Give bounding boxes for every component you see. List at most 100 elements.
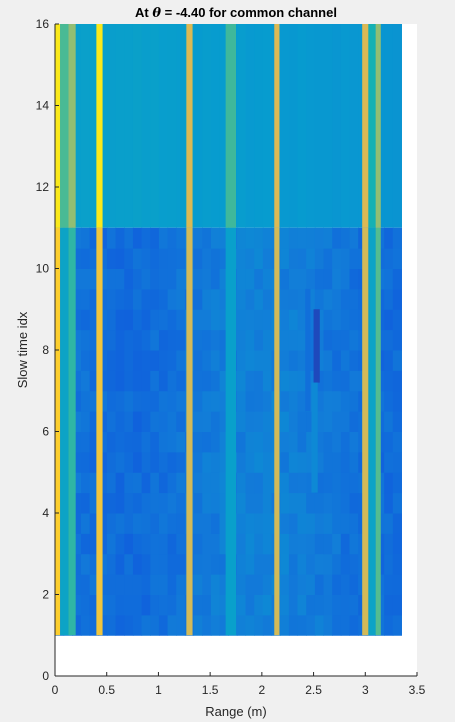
heatmap-cell-lower: [262, 492, 273, 514]
heatmap-cell-lower: [72, 370, 82, 392]
heatmap-cell-lower: [132, 614, 143, 636]
heatmap-cell-lower: [132, 553, 143, 575]
heatmap-cell-lower: [158, 248, 169, 269]
heatmap-cell-lower: [72, 309, 82, 331]
heatmap-cell-lower: [314, 472, 325, 494]
heatmap-cell-lower: [132, 533, 143, 555]
heatmap-cell-lower: [314, 451, 325, 473]
heatmap-cell-lower: [150, 288, 160, 310]
heatmap-cell-lower: [297, 390, 307, 412]
heatmap-cell-lower: [262, 553, 273, 575]
heatmap-cell-lower: [349, 350, 359, 371]
heatmap-cell-lower: [219, 248, 229, 269]
heatmap-cell-lower: [124, 268, 134, 290]
heatmap-cell-lower: [340, 513, 351, 534]
heatmap-cell-lower: [314, 492, 325, 514]
heatmap-cell-lower: [349, 248, 359, 269]
heatmap-cell-lower: [392, 329, 402, 351]
heatmap-cell-upper: [306, 24, 316, 228]
heatmap-cell-lower: [340, 594, 351, 616]
heatmap-cell-lower: [80, 451, 91, 473]
heatmap-cell-lower: [245, 309, 255, 331]
heatmap-cell-lower: [340, 288, 351, 310]
heatmap-cell-lower: [323, 268, 333, 290]
x-tick-label: 1: [155, 683, 162, 697]
heatmap-cell-lower: [115, 431, 125, 453]
heatmap-cell-lower: [219, 309, 229, 331]
heatmap-cell-upper: [314, 24, 325, 228]
heatmap-cell-lower: [167, 492, 177, 514]
heatmap-cell-lower: [193, 390, 203, 412]
heatmap-cell-upper: [349, 24, 359, 228]
heatmap-cell-upper: [288, 24, 299, 228]
heatmap-cell-lower: [254, 268, 264, 290]
heatmap-cell-lower: [80, 553, 91, 575]
heatmap-cell-lower: [167, 268, 177, 290]
heatmap-cell-lower: [202, 533, 212, 555]
heatmap-cell-lower: [89, 309, 99, 331]
heatmap-cell-lower: [98, 248, 108, 269]
heatmap-cell-lower: [236, 411, 247, 432]
heatmap-cell-lower: [262, 268, 273, 290]
heatmap-cell-lower: [349, 513, 359, 534]
heatmap-cell-lower: [349, 492, 359, 514]
y-axis-ticks: 0 2 4 6 8 10 12 14 16: [36, 17, 59, 683]
heatmap-cell-lower: [158, 553, 169, 575]
heatmap-cell-lower: [219, 411, 229, 432]
heatmap-cell-lower: [106, 472, 117, 494]
heatmap-cell-lower: [202, 248, 212, 269]
heatmap-cell-lower: [314, 288, 325, 310]
heatmap-cell-lower: [141, 574, 151, 595]
heatmap-cell-lower: [202, 513, 212, 534]
heatmap-cell-lower: [280, 431, 290, 453]
heatmap-cell-lower: [384, 451, 394, 473]
heatmap-cell-lower: [158, 594, 169, 616]
heatmap-cell-lower: [288, 309, 299, 331]
heatmap-cell-upper: [80, 24, 91, 228]
heatmap-cell-lower: [254, 411, 264, 432]
heatmap-cell-lower: [150, 614, 160, 636]
heatmap-cell-lower: [106, 614, 117, 636]
heatmap-cell-upper: [280, 24, 290, 228]
heatmap-cell-lower: [349, 227, 359, 249]
heatmap-cell-lower: [245, 553, 255, 575]
heatmap-cell-lower: [124, 492, 134, 514]
heatmap-cell-lower: [349, 309, 359, 331]
heatmap-cell-lower: [323, 390, 333, 412]
heatmap-column-upper: [274, 24, 280, 228]
heatmap-cell-lower: [141, 329, 151, 351]
heatmap-cell-lower: [150, 492, 160, 514]
heatmap-cell-lower: [72, 411, 82, 432]
heatmap-cell-lower: [245, 492, 255, 514]
heatmap-cell-lower: [245, 329, 255, 351]
heatmap-cell-lower: [202, 227, 212, 249]
heatmap-cell-lower: [115, 533, 125, 555]
heatmap-cell-lower: [236, 390, 247, 412]
heatmap-cell-lower: [392, 390, 402, 412]
heatmap-cell-lower: [193, 411, 203, 432]
heatmap-cell-upper: [297, 24, 307, 228]
x-tick-label: 3: [362, 683, 369, 697]
heatmap-cell-lower: [306, 451, 316, 473]
heatmap-cell-lower: [115, 227, 125, 249]
heatmap-cell-lower: [124, 288, 134, 310]
heatmap-cell-lower: [89, 574, 99, 595]
heatmap-cell-lower: [193, 431, 203, 453]
heatmap-cell-lower: [297, 370, 307, 392]
heatmap-cell-lower: [89, 227, 99, 249]
heatmap-cell-upper: [141, 24, 151, 228]
y-tick-label: 12: [36, 180, 50, 194]
heatmap-cell-lower: [132, 451, 143, 473]
heatmap-cell-lower: [392, 411, 402, 432]
heatmap-cell-lower: [158, 390, 169, 412]
heatmap-cell-lower: [80, 594, 91, 616]
heatmap-cell-lower: [392, 309, 402, 331]
heatmap-cell-upper: [158, 24, 169, 228]
heatmap-cell-lower: [306, 411, 316, 432]
heatmap-cell-lower: [392, 370, 402, 392]
heatmap-cell-lower: [349, 594, 359, 616]
heatmap-cell-lower: [306, 614, 316, 636]
heatmap-cell-lower: [202, 492, 212, 514]
heatmap-cell-lower: [306, 329, 316, 351]
heatmap-cell-lower: [124, 248, 134, 269]
